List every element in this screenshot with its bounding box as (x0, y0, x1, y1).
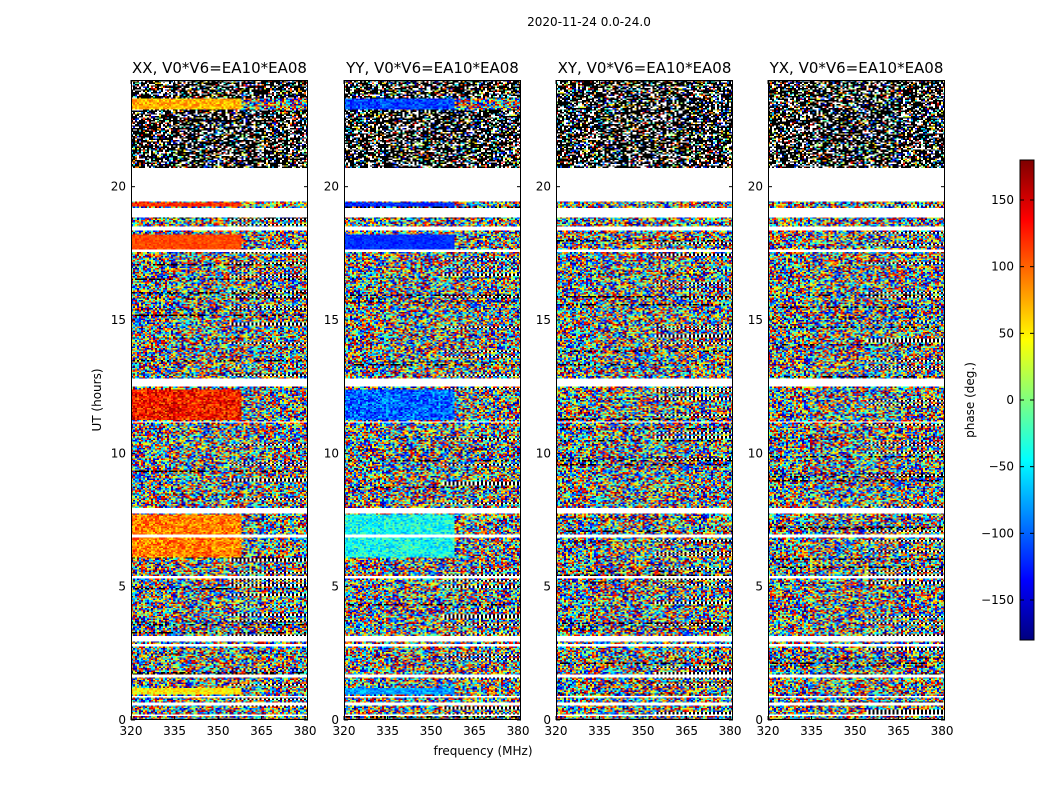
panel-frame-3 (768, 80, 945, 720)
x-tick-label: 380 (507, 724, 530, 738)
y-tick-label: 10 (536, 446, 551, 460)
panel-title-3: YX, V0*V6=EA10*EA08 (769, 59, 944, 77)
y-tick-label: 20 (324, 180, 339, 194)
y-tick-label: 10 (748, 446, 763, 460)
colorbar-tick-label: −150 (981, 593, 1014, 607)
y-tick-label: 10 (324, 446, 339, 460)
y-tick-label: 15 (111, 313, 126, 327)
x-tick-label: 380 (931, 724, 954, 738)
panel-grid: XX, V0*V6=EA10*EA08 0 5 10 15 20 320 335 350 365 3… (111, 59, 954, 738)
heatmap-image-1 (344, 80, 521, 720)
x-tick-label: 320 (120, 724, 143, 738)
panel-2: XY, V0*V6=EA10*EA08 0 5 10 15 20 320 335 350 365 3… (536, 59, 742, 738)
panel-title-2: XY, V0*V6=EA10*EA08 (558, 59, 732, 77)
x-tick-label: 335 (376, 724, 399, 738)
colorbar-tick-label: −50 (989, 460, 1014, 474)
panel-title-0: XX, V0*V6=EA10*EA08 (132, 59, 307, 77)
heatmap-image-3 (768, 80, 945, 720)
x-tick-label: 350 (844, 724, 867, 738)
colorbar-tick-label: −100 (981, 526, 1014, 540)
x-tick-label: 365 (887, 724, 910, 738)
x-tick-label: 335 (163, 724, 186, 738)
y-tick-label: 0 (543, 713, 551, 727)
panel-title-1: YY, V0*V6=EA10*EA08 (345, 59, 519, 77)
x-tick-label: 365 (675, 724, 698, 738)
x-tick-label: 320 (333, 724, 356, 738)
y-tick-label: 5 (543, 580, 551, 594)
figure-title: 2020-11-24 0.0-24.0 (527, 15, 651, 29)
y-tick-label: 5 (118, 580, 126, 594)
panel-1: YY, V0*V6=EA10*EA08 0 5 10 15 20 320 335 350 365 3… (324, 59, 530, 738)
x-tick-label: 350 (207, 724, 230, 738)
x-tick-label: 335 (800, 724, 823, 738)
x-tick-label: 350 (632, 724, 655, 738)
y-tick-label: 15 (324, 313, 339, 327)
y-tick-label: 0 (331, 713, 339, 727)
panel-frame-2 (556, 80, 733, 720)
y-tick-label: 15 (536, 313, 551, 327)
panel-0: XX, V0*V6=EA10*EA08 0 5 10 15 20 320 335 350 365 3… (111, 59, 317, 738)
x-tick-label: 320 (757, 724, 780, 738)
y-tick-label: 20 (536, 180, 551, 194)
colorbar-tick-label: 150 (991, 193, 1014, 207)
x-tick-label: 350 (420, 724, 443, 738)
y-tick-label: 15 (748, 313, 763, 327)
heatmap-image-0 (131, 80, 308, 720)
y-tick-label: 20 (748, 180, 763, 194)
x-axis-label: frequency (MHz) (433, 744, 532, 758)
y-axis-label: UT (hours) (90, 368, 104, 431)
x-tick-label: 380 (294, 724, 317, 738)
x-tick-label: 365 (250, 724, 273, 738)
colorbar-tick-label: 100 (991, 260, 1014, 274)
colorbar-label: phase (deg.) (963, 362, 977, 438)
panel-3: YX, V0*V6=EA10*EA08 0 5 10 15 20 320 335 350 365 3… (748, 59, 954, 738)
colorbar-tick-label: 0 (1006, 393, 1014, 407)
colorbar-tick-label: 50 (999, 326, 1014, 340)
y-tick-label: 10 (111, 446, 126, 460)
panel-frame-1 (344, 80, 521, 720)
y-tick-label: 5 (755, 580, 763, 594)
panel-frame-0 (131, 80, 308, 720)
x-tick-label: 380 (719, 724, 742, 738)
x-tick-label: 335 (588, 724, 611, 738)
heatmap-image-2 (556, 80, 733, 720)
y-tick-label: 0 (755, 713, 763, 727)
y-tick-label: 20 (111, 180, 126, 194)
colorbar: 150 100 50 0 −50 −100 −150 phase (deg.) (963, 159, 1035, 641)
y-tick-label: 0 (118, 713, 126, 727)
x-tick-label: 365 (463, 724, 486, 738)
y-tick-label: 5 (331, 580, 339, 594)
x-tick-label: 320 (545, 724, 568, 738)
